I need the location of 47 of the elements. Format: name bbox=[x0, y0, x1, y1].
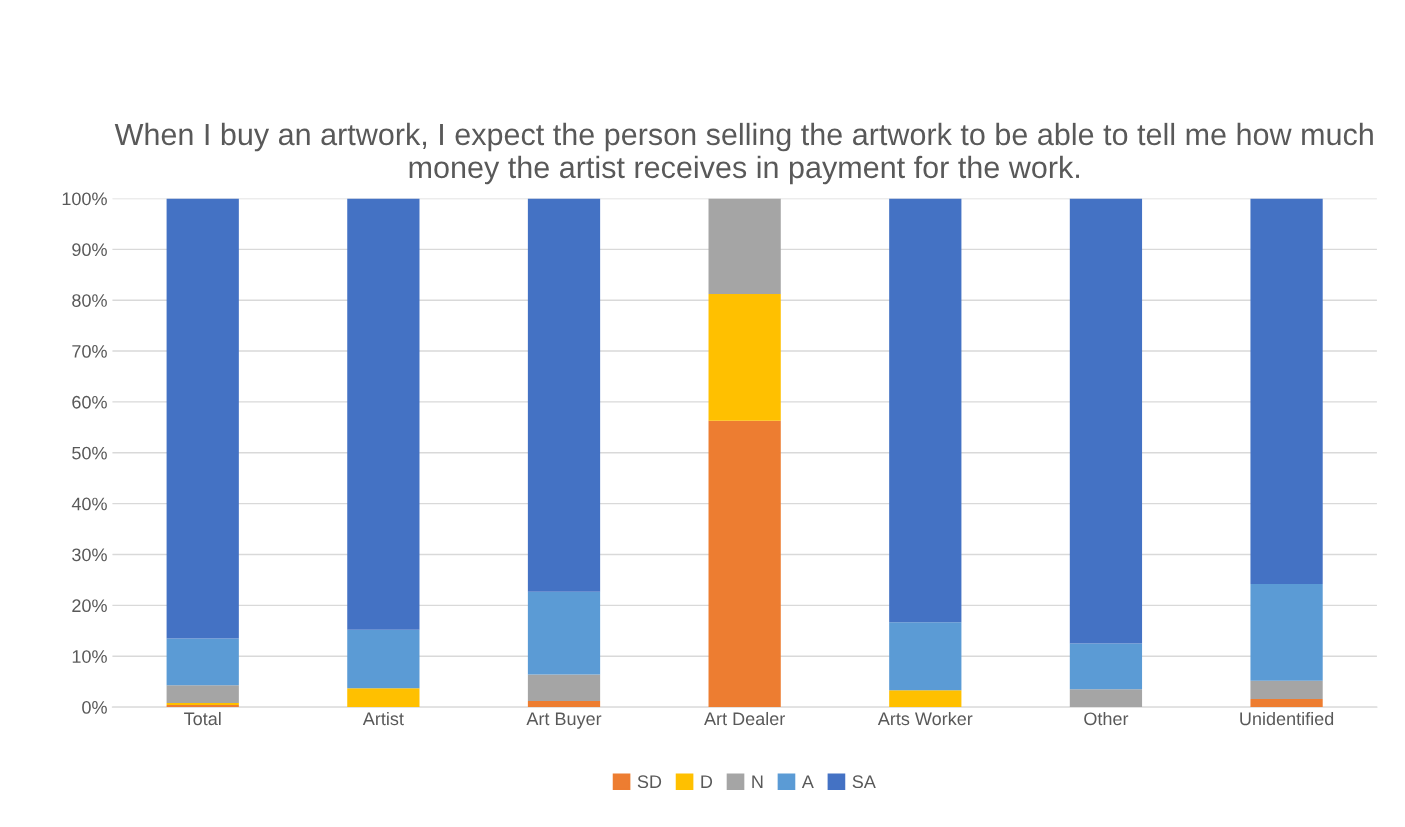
y-tick-label: 30% bbox=[72, 548, 107, 562]
bar bbox=[347, 688, 420, 708]
y-tick-label: 70% bbox=[72, 345, 107, 358]
bar bbox=[1250, 698, 1323, 708]
x-tick-label: Unidentified bbox=[1240, 711, 1334, 726]
x-tick-label: Art Buyer bbox=[526, 712, 602, 729]
bar bbox=[708, 198, 781, 295]
bar bbox=[1069, 689, 1143, 708]
bar bbox=[166, 685, 239, 704]
y-tick-label: 0% bbox=[82, 701, 107, 714]
bar bbox=[1250, 584, 1323, 681]
bar bbox=[347, 629, 420, 689]
x-tick-label: Total bbox=[184, 711, 221, 726]
bar bbox=[166, 198, 239, 639]
legend-label: D bbox=[701, 775, 713, 788]
y-tick-label: 80% bbox=[72, 294, 107, 307]
bar bbox=[889, 198, 962, 623]
bar bbox=[347, 198, 420, 630]
bar bbox=[527, 198, 601, 592]
bar bbox=[889, 622, 962, 691]
y-tick-label: 90% bbox=[72, 243, 107, 257]
bar bbox=[889, 690, 962, 708]
y-tick-label: 50% bbox=[72, 446, 107, 460]
bar bbox=[1069, 643, 1143, 690]
x-tick-label: Artist bbox=[362, 711, 404, 726]
chart-title: When I buy an artwork, I expect the person selling the artwork to be able to tell me how much money the artist receives in payment for the work. bbox=[114, 122, 1373, 185]
x-tick-label: Art Dealer bbox=[704, 711, 785, 726]
legend-label: SA bbox=[852, 775, 876, 789]
bar bbox=[1069, 198, 1143, 644]
bar bbox=[1250, 198, 1323, 584]
legend-label: N bbox=[752, 775, 763, 788]
y-tick-label: 20% bbox=[72, 599, 107, 613]
bar bbox=[708, 420, 781, 708]
bar bbox=[708, 294, 781, 421]
bar bbox=[527, 700, 601, 708]
y-tick-label: 100% bbox=[62, 192, 107, 206]
legend-label: A bbox=[801, 775, 814, 788]
x-tick-label: Other bbox=[1084, 711, 1129, 726]
y-tick-label: 60% bbox=[72, 395, 107, 409]
bar bbox=[1250, 680, 1323, 699]
y-tick-label: 40% bbox=[71, 497, 107, 511]
bar bbox=[527, 674, 601, 701]
y-tick-label: 10% bbox=[72, 650, 107, 663]
bar bbox=[166, 638, 239, 686]
bar bbox=[527, 591, 601, 675]
x-tick-label: Arts Worker bbox=[877, 711, 973, 726]
legend-label: SD bbox=[637, 775, 662, 789]
